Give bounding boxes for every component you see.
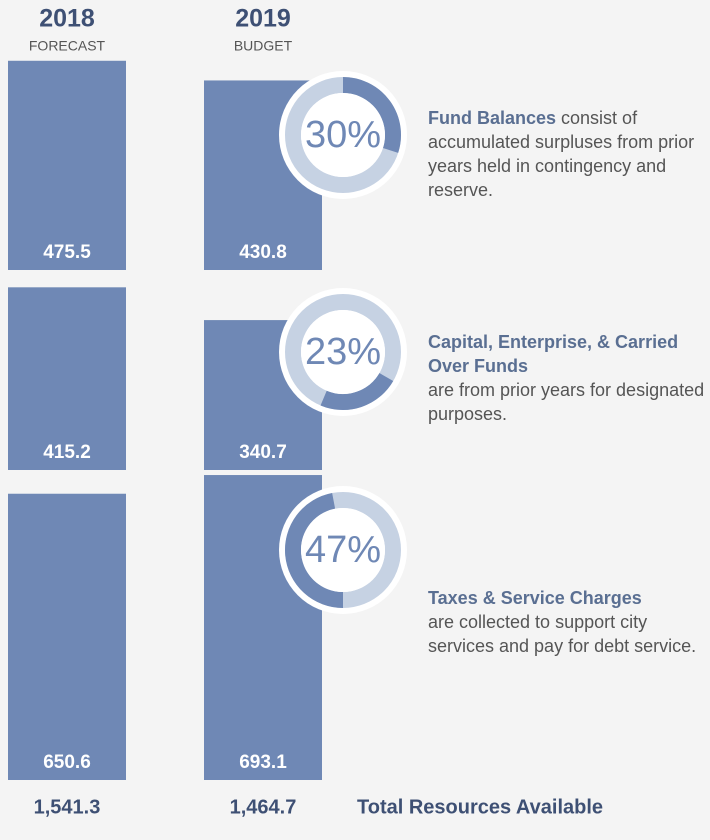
donut-label: 30% <box>305 114 381 156</box>
description-text: are from prior years for designated purp… <box>428 380 705 424</box>
bar-label: 475.5 <box>43 242 91 263</box>
column-total: 1,541.3 <box>34 796 101 818</box>
donut-inner <box>301 93 385 177</box>
bar-label: 340.7 <box>239 442 287 463</box>
description-bold: Fund Balances <box>428 108 557 128</box>
bar <box>8 287 126 470</box>
description: Fund Balances consist of accumulated sur… <box>428 106 710 202</box>
donut-inner <box>301 508 385 592</box>
column-total: 1,464.7 <box>230 796 297 818</box>
column-year: 2019 <box>235 5 291 33</box>
column-label: FORECAST <box>29 38 106 54</box>
description-bold: Capital, Enterprise, & Carried Over Fund… <box>428 332 679 376</box>
total-label: Total Resources Available <box>357 796 603 818</box>
bar-label: 415.2 <box>43 442 91 463</box>
description: Taxes & Service Charges are collected to … <box>428 586 710 658</box>
donut-arc <box>342 77 401 153</box>
column-year: 2018 <box>39 5 95 33</box>
donut-arc <box>285 493 344 608</box>
description-text: are collected to support city services a… <box>428 612 697 656</box>
bar-label: 430.8 <box>239 242 287 263</box>
donut-label: 47% <box>305 529 381 571</box>
donut-inner <box>301 310 385 394</box>
description-bold: Taxes & Service Charges <box>428 588 642 608</box>
bar-label: 693.1 <box>239 752 287 773</box>
donut-arc <box>320 372 394 410</box>
bar-label: 650.6 <box>43 752 91 773</box>
column-label: BUDGET <box>234 38 293 54</box>
donut-label: 23% <box>305 331 381 373</box>
bar <box>8 493 126 780</box>
bar <box>8 60 126 270</box>
description: Capital, Enterprise, & Carried Over Fund… <box>428 330 710 426</box>
description-text: consist of accumulated surpluses from pr… <box>428 108 695 200</box>
